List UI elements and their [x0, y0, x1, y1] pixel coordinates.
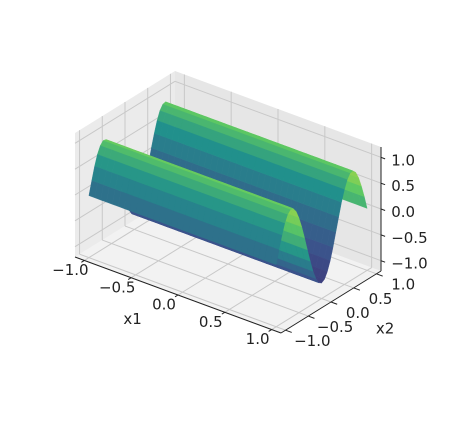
- y-tick-label: 0.0: [346, 304, 370, 322]
- z-tick-mark: [380, 208, 386, 211]
- y-tick-mark: [285, 329, 292, 333]
- tick-labels: −1.0−0.50.00.51.0 −1.0−0.50.00.51.0−1.0−0…: [52, 151, 427, 350]
- z-gridline-left: [74, 80, 176, 144]
- z-gridline-back: [174, 80, 382, 158]
- x-tick-mark: [268, 329, 272, 332]
- y-tick-mark: [376, 273, 383, 277]
- y-tick-mark: [330, 301, 338, 305]
- y-tick-mark: [353, 287, 361, 291]
- y-gridline-floor: [102, 239, 309, 317]
- z-tick-mark: [380, 234, 386, 237]
- y-axis-label: x2: [376, 319, 394, 337]
- z-tick-mark: [380, 182, 386, 186]
- z-tick-label: 0.5: [391, 177, 415, 195]
- y-tick-label: −1.0: [294, 332, 330, 350]
- y-gridline-floor: [124, 225, 332, 303]
- x-tick-mark: [81, 260, 85, 263]
- x-axis-label: x1: [123, 310, 141, 328]
- x-tick-label: 0.0: [152, 296, 176, 314]
- z-tick-label: −1.0: [391, 255, 427, 273]
- y-tick-label: 0.5: [369, 290, 393, 308]
- x-tick-label: −0.5: [99, 278, 135, 296]
- y-tick-mark: [308, 315, 315, 319]
- surface-patch: [272, 232, 283, 250]
- y-gridline-floor: [79, 253, 286, 331]
- x-tick-label: 0.5: [199, 313, 223, 331]
- surface: [88, 101, 368, 284]
- z-tick-mark: [380, 156, 386, 160]
- z-tick-mark: [380, 260, 386, 263]
- x-tick-mark: [174, 294, 179, 298]
- z-tick-label: −0.5: [391, 229, 427, 247]
- x-tick-mark: [127, 277, 132, 281]
- x-tick-label: 1.0: [246, 330, 270, 348]
- surface-patch: [335, 187, 345, 203]
- x-tick-label: −1.0: [52, 261, 88, 279]
- x-tick-mark: [221, 311, 226, 315]
- y-tick-label: −0.5: [317, 318, 353, 336]
- z-tick-label: 0.0: [391, 203, 415, 221]
- y-tick-label: 1.0: [391, 276, 415, 294]
- z-tick-label: 1.0: [391, 151, 415, 169]
